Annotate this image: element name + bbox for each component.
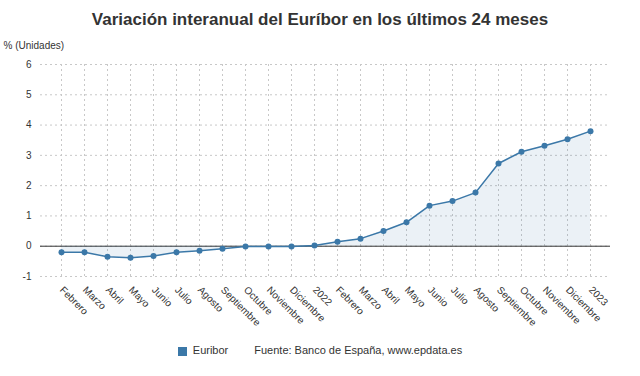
svg-text:4: 4 bbox=[26, 119, 32, 130]
svg-text:Agosto: Agosto bbox=[195, 284, 226, 314]
svg-text:0: 0 bbox=[26, 240, 32, 251]
svg-text:5: 5 bbox=[26, 89, 32, 100]
svg-text:% (Unidades): % (Unidades) bbox=[4, 40, 65, 51]
svg-text:Agosto: Agosto bbox=[471, 284, 502, 314]
html-text:Euribor: Euribor bbox=[192, 344, 229, 356]
svg-text:1: 1 bbox=[26, 210, 32, 221]
svg-text:Marzo: Marzo bbox=[357, 284, 385, 312]
svg-text:Diciembre: Diciembre bbox=[563, 284, 604, 324]
svg-text:Julio: Julio bbox=[173, 284, 196, 307]
svg-text:3: 3 bbox=[26, 150, 32, 161]
svg-text:Febrero: Febrero bbox=[57, 284, 91, 317]
svg-text:Noviembre: Noviembre bbox=[540, 284, 583, 327]
html-text:Fuente: Banco de España, www.e: Fuente: Banco de España, www.epdata.es bbox=[254, 344, 463, 356]
svg-text:-1: -1 bbox=[23, 271, 32, 282]
svg-text:Febrero: Febrero bbox=[333, 284, 367, 317]
html-text:Variación interanual del Euríb: Variación interanual del Euríbor en los … bbox=[91, 10, 549, 29]
svg-text:Marzo: Marzo bbox=[81, 284, 109, 312]
svg-text:Diciembre: Diciembre bbox=[287, 284, 328, 324]
svg-text:Mayo: Mayo bbox=[403, 284, 428, 309]
svg-text:Septiembre: Septiembre bbox=[494, 284, 539, 329]
svg-text:Abril: Abril bbox=[104, 284, 126, 306]
svg-text:2023: 2023 bbox=[587, 284, 611, 308]
svg-text:2022: 2022 bbox=[311, 284, 335, 308]
svg-text:Octubre: Octubre bbox=[241, 284, 275, 318]
svg-text:Octubre: Octubre bbox=[517, 284, 551, 318]
svg-text:6: 6 bbox=[26, 59, 32, 70]
svg-text:Julio: Julio bbox=[449, 284, 472, 307]
svg-text:Mayo: Mayo bbox=[127, 284, 152, 309]
svg-text:Noviembre: Noviembre bbox=[264, 284, 307, 327]
svg-text:Abril: Abril bbox=[380, 284, 402, 306]
svg-text:Septiembre: Septiembre bbox=[218, 284, 263, 329]
svg-text:Junio: Junio bbox=[150, 284, 175, 309]
svg-text:2: 2 bbox=[26, 180, 32, 191]
svg-text:Junio: Junio bbox=[426, 284, 451, 309]
